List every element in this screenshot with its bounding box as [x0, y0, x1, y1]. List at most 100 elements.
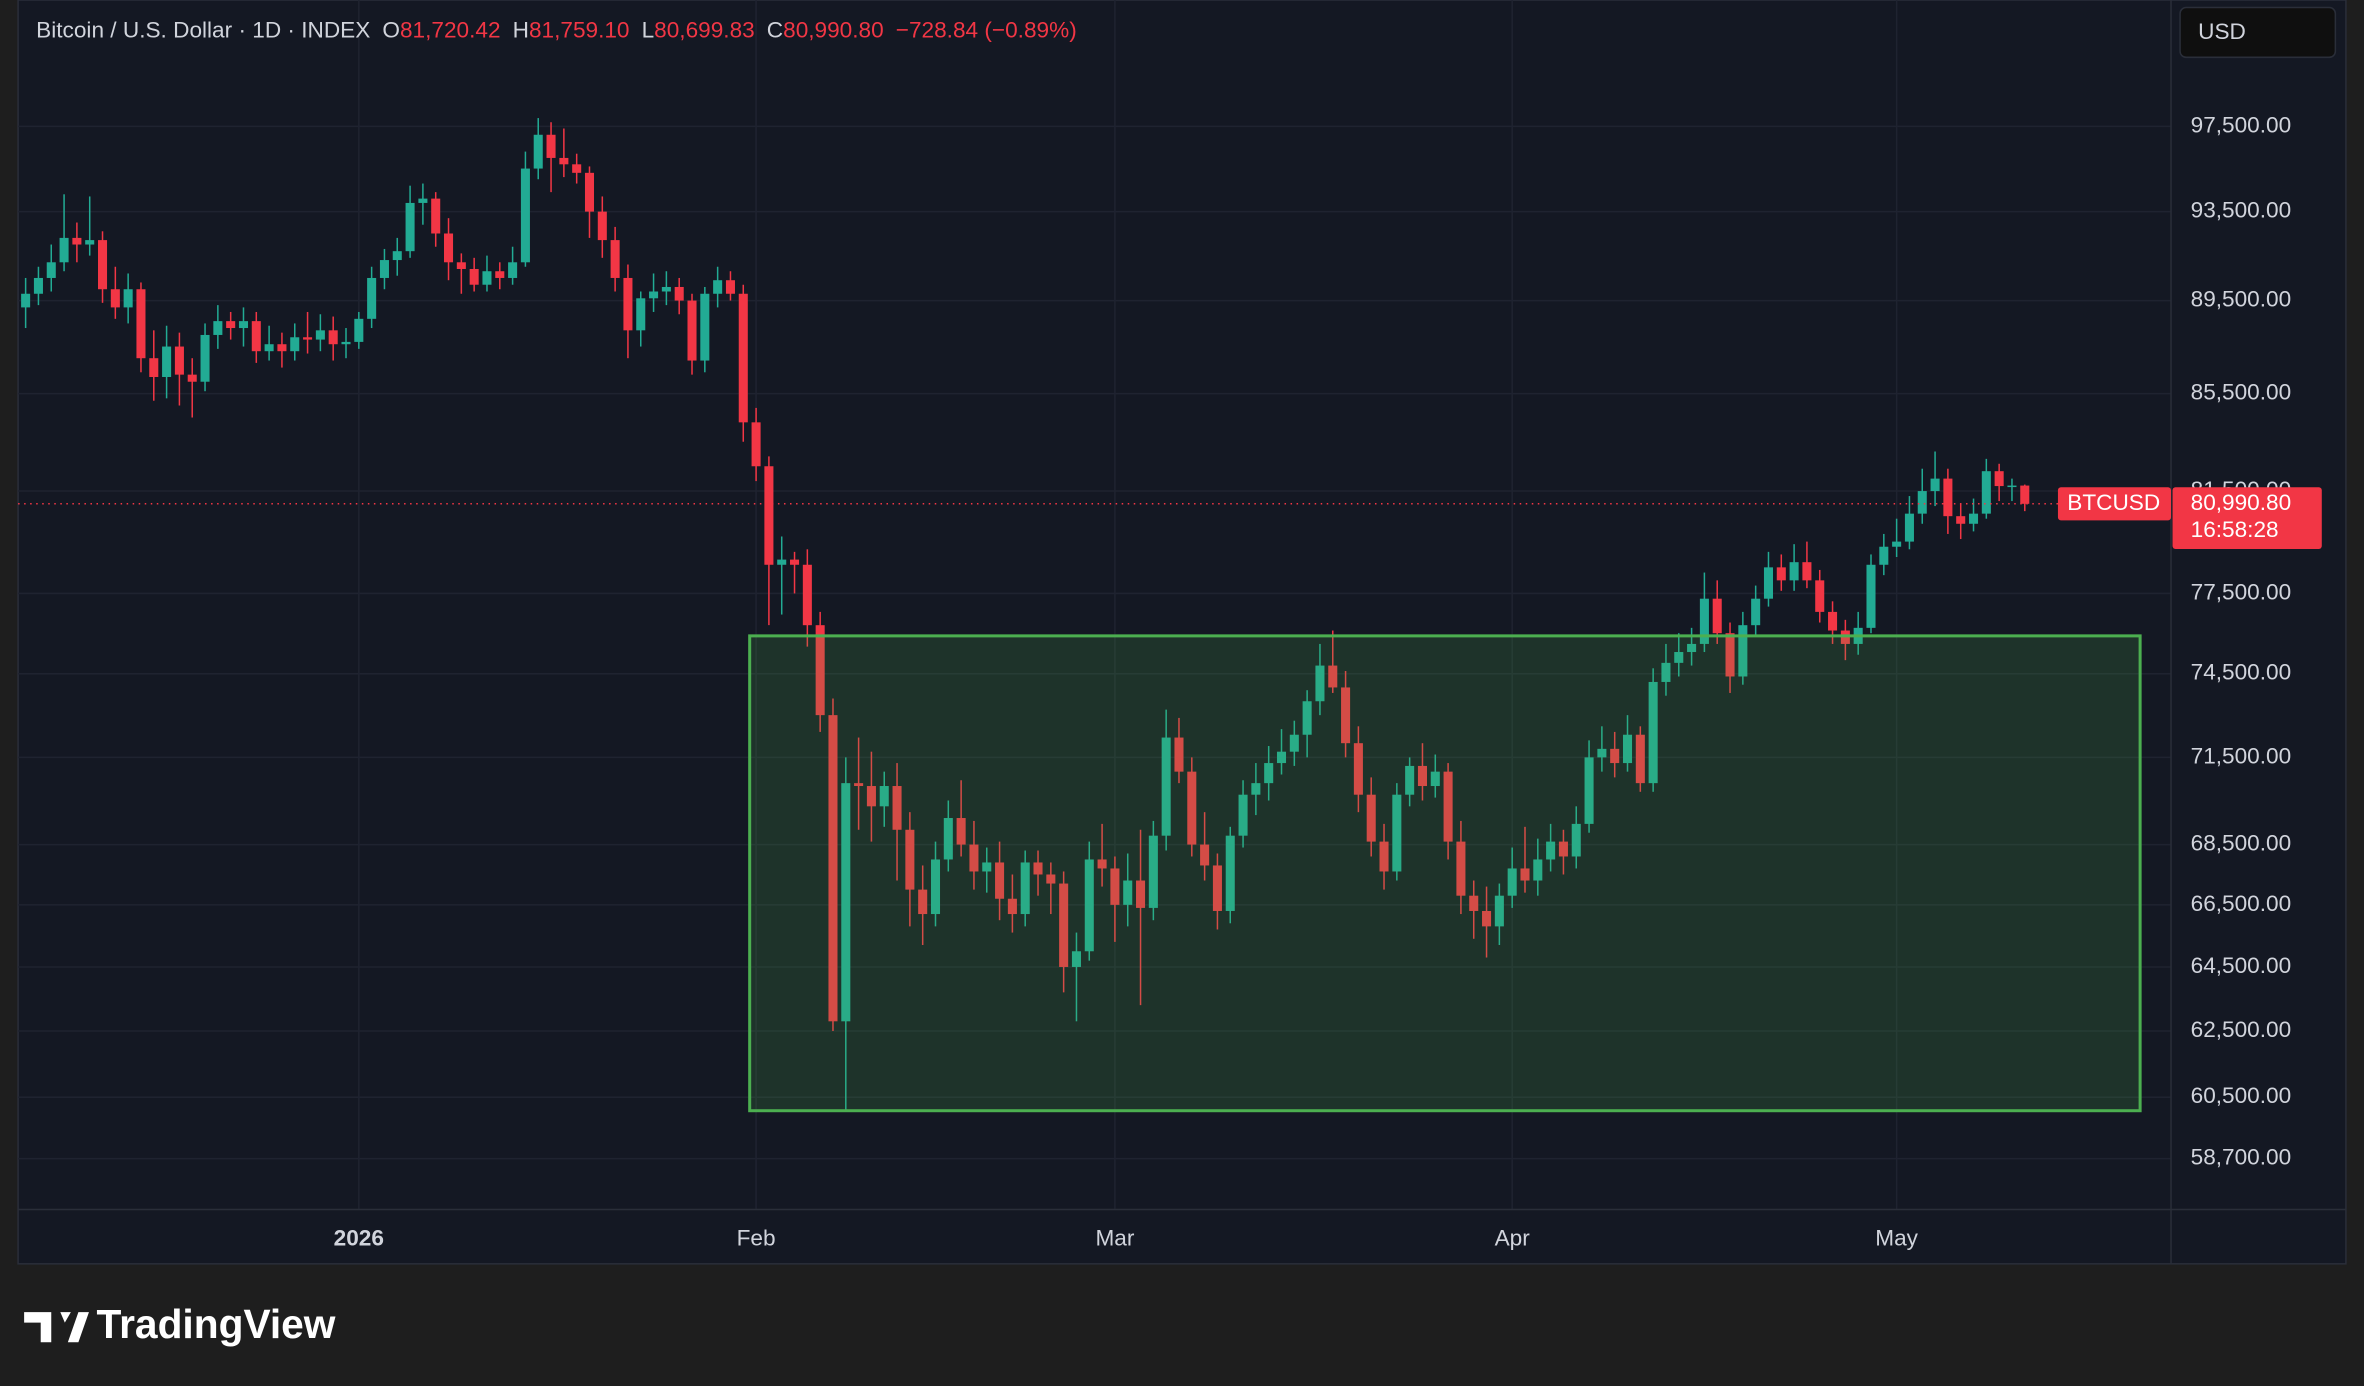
candle-body: [123, 289, 133, 308]
legend-header: Bitcoin / U.S. Dollar · 1D · INDEX O81,72…: [36, 18, 1077, 43]
candle-body: [1405, 765, 1415, 795]
candle-body: [392, 251, 402, 261]
currency-button[interactable]: [2179, 6, 2337, 59]
x-tick-label: Mar: [1095, 1226, 1134, 1251]
candle-body: [21, 293, 31, 308]
candle-body: [456, 262, 466, 269]
candle-body: [725, 280, 735, 294]
countdown-label: 16:58:28: [2191, 517, 2279, 542]
candle-body: [1661, 662, 1671, 682]
candle-body: [1443, 771, 1453, 842]
candle-body: [1007, 898, 1017, 915]
candle-body: [1148, 835, 1158, 908]
candle-body: [1968, 513, 1979, 524]
candle-body: [1507, 868, 1517, 896]
candle-body: [892, 786, 902, 830]
candle-body: [1264, 763, 1274, 784]
candle-body: [418, 198, 428, 203]
candle-body: [687, 300, 697, 361]
candle-body: [790, 559, 800, 565]
candle-body: [520, 168, 530, 263]
candle-body: [341, 341, 351, 345]
candle-body: [1353, 743, 1363, 795]
candle-body: [559, 157, 569, 165]
candle-body: [469, 268, 479, 285]
candle-body: [1738, 625, 1748, 677]
grid: [18, 0, 2172, 1210]
candle-body: [1828, 611, 1838, 631]
y-tick-label: 64,500.00: [2191, 953, 2292, 978]
candle-body: [610, 240, 620, 278]
marks: [18, 118, 2172, 1113]
candle-body: [636, 298, 646, 331]
brand-logo: TradingView: [24, 1301, 336, 1347]
candle-body: [828, 715, 838, 1022]
candle-body: [1225, 835, 1235, 911]
candle-body: [854, 783, 864, 787]
candle-body: [969, 844, 979, 872]
candle-body: [700, 293, 710, 361]
candle-body: [661, 286, 671, 292]
candle-body: [1981, 471, 1991, 514]
candle-body: [982, 862, 992, 872]
candle-body: [1917, 491, 1927, 514]
candle-body: [815, 625, 825, 716]
candle-body: [1571, 823, 1581, 857]
candle-body: [930, 859, 941, 915]
candle-body: [1456, 841, 1466, 896]
y-tick-label: 60,500.00: [2191, 1083, 2292, 1108]
candle-body: [405, 202, 415, 252]
candle-body: [1597, 748, 1607, 758]
candle-body: [495, 271, 505, 278]
candle-body: [1674, 652, 1684, 663]
candle-body: [367, 277, 377, 319]
y-tick-label: 71,500.00: [2191, 743, 2292, 768]
candle-body: [1084, 859, 1094, 952]
candle-body: [200, 334, 210, 382]
candle-body: [1815, 580, 1825, 612]
candle-body: [1212, 865, 1222, 911]
candle-body: [33, 277, 43, 294]
candle-body: [546, 134, 556, 158]
candle-body: [777, 559, 787, 565]
candle-body: [174, 346, 184, 375]
candle-body: [918, 889, 928, 915]
candle-body: [1546, 841, 1556, 860]
candle-body: [802, 564, 812, 626]
candle-body: [738, 293, 748, 423]
candle-body: [1879, 546, 1889, 565]
candle-body: [1776, 567, 1786, 581]
candle-body: [1289, 734, 1299, 752]
candle-body: [444, 233, 454, 263]
candle-body: [1417, 765, 1427, 787]
candle-body: [751, 422, 761, 467]
candle-body: [1187, 771, 1197, 845]
y-tick-label: 62,500.00: [2191, 1017, 2292, 1042]
price-tag-label: 80,990.80: [2191, 490, 2292, 515]
candle-body: [1789, 562, 1799, 581]
candle-body: [1341, 687, 1351, 744]
candle-body: [1020, 862, 1030, 915]
currency-label[interactable]: USD: [2198, 19, 2246, 44]
candle-body: [187, 374, 197, 382]
candle-body: [1712, 598, 1722, 634]
candle-body: [1110, 868, 1120, 905]
candle-body: [905, 829, 915, 890]
candle-body: [1200, 844, 1210, 866]
candle-body: [1136, 880, 1146, 908]
labels: 97,500.0093,500.0089,500.0085,500.0081,5…: [334, 112, 2322, 1251]
change-value: −728.84 (−0.89%): [896, 18, 1077, 43]
candle-body: [1276, 751, 1287, 764]
y-tick-label: 66,500.00: [2191, 891, 2292, 916]
candle-body: [1302, 701, 1312, 735]
candle-body: [482, 271, 492, 285]
symbol-tag: [2057, 487, 2172, 521]
candle-body: [572, 164, 582, 173]
close-label: C: [767, 18, 783, 43]
candle-body: [251, 321, 261, 352]
candle-body: [1648, 681, 1658, 784]
candle-body: [303, 337, 313, 340]
candle-body: [1635, 734, 1645, 784]
candle-body: [354, 318, 364, 342]
